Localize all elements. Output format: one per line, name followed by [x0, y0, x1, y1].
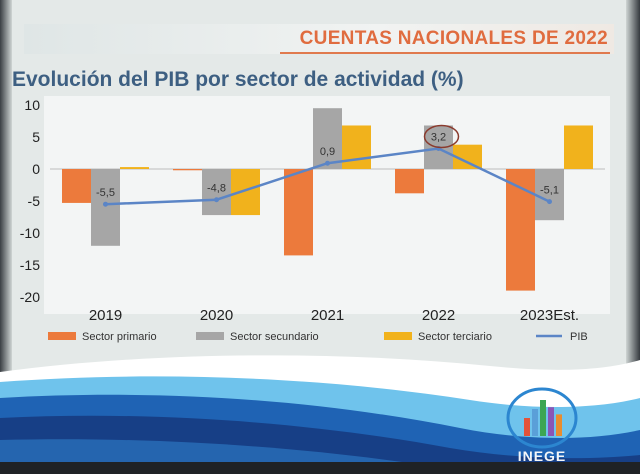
- header-title: CUENTAS NACIONALES DE 2022: [299, 28, 608, 49]
- y-tick-label: 5: [32, 129, 40, 145]
- pib-point: [547, 199, 552, 205]
- logo-bar: [524, 418, 530, 436]
- highlight-circle: [423, 124, 460, 149]
- bar-sector-primario: [62, 169, 91, 203]
- logo-text: INEGE: [517, 448, 567, 464]
- screen-bezel-right: [626, 0, 640, 474]
- screen-bezel-left: [0, 0, 12, 474]
- header-band: [24, 24, 614, 54]
- pib-data-label: 0,9: [320, 146, 335, 158]
- bar-sector-secundario: [313, 108, 342, 169]
- logo-bar: [532, 409, 538, 436]
- legend-swatch: [384, 332, 412, 340]
- bar-sector-primario: [506, 169, 535, 291]
- bar-sector-secundario: [535, 169, 564, 221]
- y-tick-label: -10: [20, 225, 40, 241]
- y-tick-label: 0: [32, 161, 40, 177]
- logo-bar: [540, 400, 546, 436]
- logo-bar: [548, 407, 554, 436]
- pib-point: [325, 160, 330, 166]
- pib-point: [214, 197, 219, 203]
- screen-bezel-bottom: [0, 462, 640, 474]
- x-tick-label: 2021: [311, 307, 344, 324]
- inege-logo: INEGE: [500, 384, 584, 468]
- legend-label: Sector secundario: [230, 331, 319, 343]
- bar-sector-terciario: [120, 167, 149, 169]
- logo-bar: [556, 414, 562, 436]
- x-tick-label: 2020: [200, 307, 233, 324]
- x-tick-label: 2019: [89, 307, 122, 324]
- logo-emblem-icon: [506, 387, 578, 449]
- legend-swatch: [196, 332, 224, 340]
- bar-sector-primario: [395, 169, 424, 194]
- pib-data-label: -5,1: [540, 185, 559, 197]
- legend-swatch: [48, 332, 76, 340]
- bar-sector-primario: [173, 169, 202, 171]
- bar-sector-secundario: [202, 169, 231, 216]
- pib-data-label: -5,5: [96, 187, 115, 199]
- y-tick-label: -15: [20, 257, 40, 273]
- bar-sector-primario: [284, 169, 313, 256]
- bar-sector-terciario: [231, 169, 260, 216]
- header-underline: [280, 52, 610, 54]
- y-tick-label: 10: [24, 97, 40, 113]
- chart-title: Evolución del PIB por sector de activida…: [12, 68, 464, 91]
- legend-label: Sector primario: [82, 331, 157, 343]
- legend-label: PIB: [570, 331, 588, 343]
- pib-data-label: 3,2: [431, 132, 446, 144]
- x-tick-label: 2023Est.: [520, 307, 579, 324]
- bar-sector-secundario: [91, 169, 120, 246]
- x-tick-label: 2022: [422, 307, 455, 324]
- legend-label: Sector terciario: [418, 331, 492, 343]
- pib-data-label: -4,8: [207, 183, 226, 195]
- pib-point: [103, 201, 108, 207]
- y-tick-label: -20: [20, 289, 40, 305]
- y-tick-label: -5: [28, 193, 41, 209]
- bar-sector-terciario: [564, 125, 593, 169]
